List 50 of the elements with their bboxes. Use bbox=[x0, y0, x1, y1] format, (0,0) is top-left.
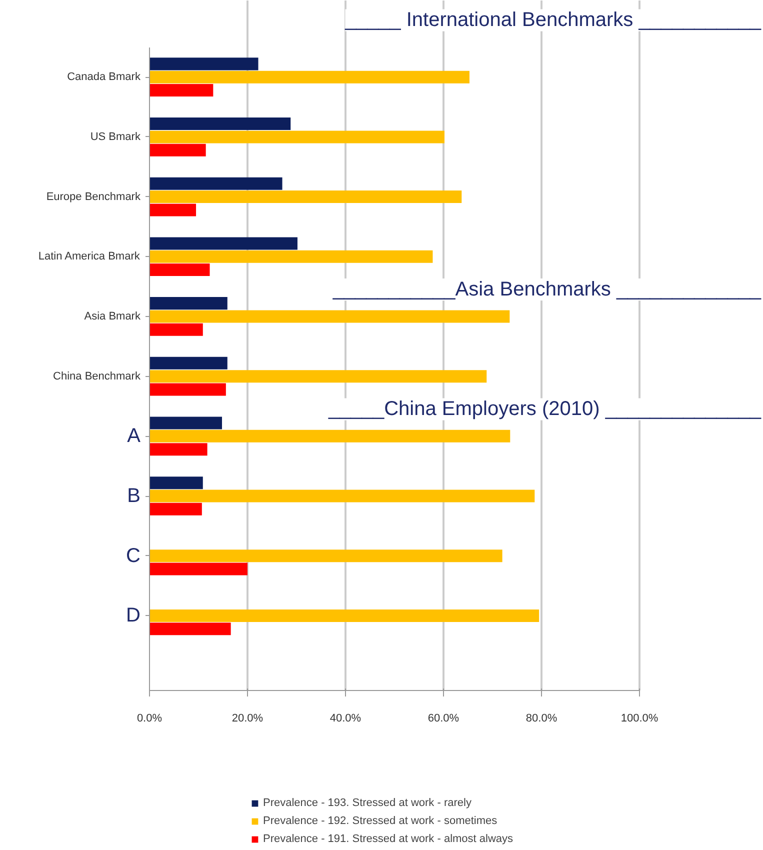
legend-label: Prevalence - 193. Stressed at work - rarely bbox=[262, 796, 472, 810]
y-tick-label: Asia Bmark bbox=[84, 310, 141, 322]
x-tick-label: 40.0% bbox=[330, 712, 362, 724]
bar bbox=[149, 204, 196, 216]
y-tick-label: C bbox=[126, 544, 140, 567]
bar bbox=[149, 250, 433, 263]
bar bbox=[149, 550, 502, 562]
x-tick-label: 60.0% bbox=[428, 712, 460, 724]
bar bbox=[149, 177, 282, 190]
bar bbox=[149, 502, 202, 516]
bar bbox=[149, 476, 203, 490]
bar bbox=[149, 416, 222, 430]
x-tick-label: 0.0% bbox=[136, 712, 162, 724]
y-tick-label: Latin America Bmark bbox=[38, 250, 140, 263]
bar bbox=[149, 356, 228, 370]
bar bbox=[149, 297, 228, 310]
bar bbox=[149, 70, 470, 84]
x-tick-label: 100.0% bbox=[620, 712, 658, 724]
bar bbox=[149, 622, 231, 636]
bar bbox=[149, 264, 210, 276]
bar bbox=[149, 370, 487, 383]
bar bbox=[149, 237, 298, 250]
y-tick-label: A bbox=[127, 425, 142, 448]
bar bbox=[149, 490, 535, 502]
bar bbox=[149, 130, 444, 144]
legend-label: Prevalence - 192. Stressed at work - sometimes bbox=[262, 814, 498, 828]
annotation: _____China Employers (2010) ______________ bbox=[328, 398, 762, 420]
y-tick-label: Europe Benchmark bbox=[46, 190, 141, 203]
y-tick-label: D bbox=[126, 604, 140, 627]
x-tick-label: 20.0% bbox=[232, 712, 264, 724]
bar bbox=[149, 144, 206, 156]
y-tick-label: China Benchmark bbox=[53, 370, 141, 382]
bar bbox=[149, 430, 510, 442]
bar bbox=[149, 190, 462, 204]
bar bbox=[149, 383, 226, 396]
y-tick-label: US Bmark bbox=[90, 130, 141, 143]
bar bbox=[149, 84, 214, 97]
text: _____ International Benchmarks ___________ bbox=[344, 9, 762, 32]
y-tick-label: Canada Bmark bbox=[67, 71, 141, 84]
bar bbox=[149, 323, 203, 336]
bar bbox=[149, 562, 248, 576]
legend-label: Prevalence - 191. Stressed at work - almost always bbox=[262, 832, 514, 846]
y-tick-label: B bbox=[127, 485, 140, 508]
bar bbox=[149, 118, 291, 130]
bar bbox=[149, 609, 540, 622]
bar bbox=[149, 310, 510, 323]
bar bbox=[149, 443, 208, 456]
annotation: ___________Asia Benchmarks _____________ bbox=[332, 278, 762, 301]
x-tick-label: 80.0% bbox=[526, 712, 558, 724]
bar bbox=[149, 58, 258, 70]
